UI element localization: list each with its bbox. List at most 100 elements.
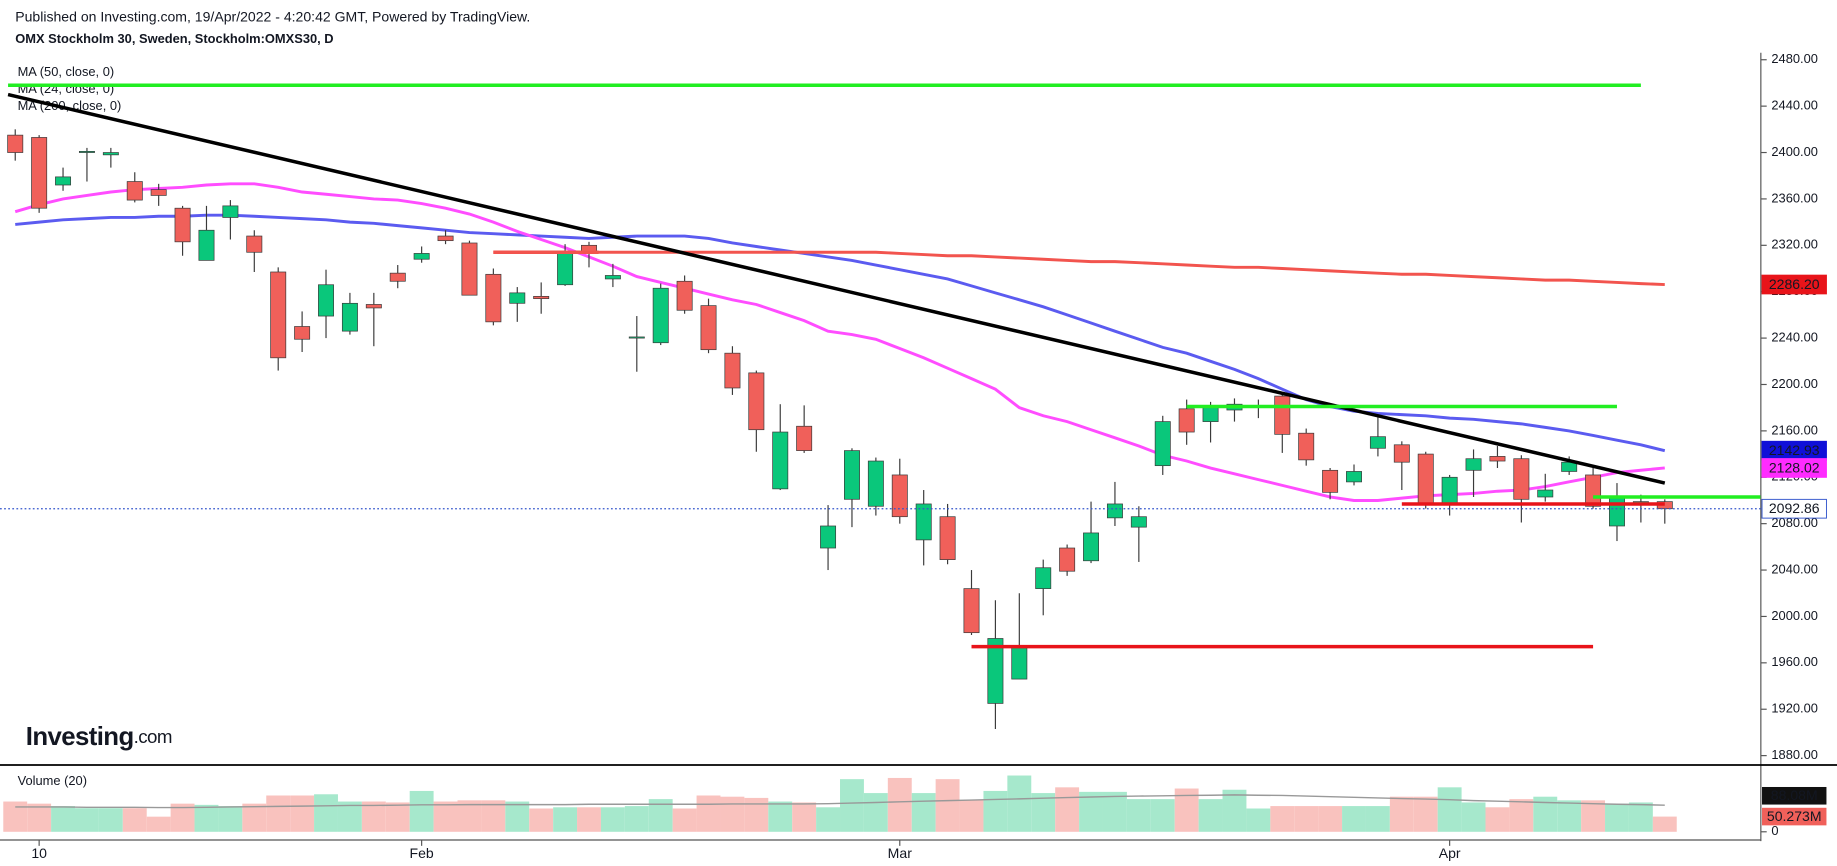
candle-body (1322, 469, 1339, 493)
volume-bar (648, 799, 673, 832)
candle-body (1106, 503, 1123, 519)
candle-body (987, 638, 1004, 704)
volume-bar (1270, 806, 1295, 832)
legend-entry: MA (24, close, 0) (18, 81, 115, 96)
candle-body (1274, 395, 1291, 435)
price-tag-label: 2142.93 (1769, 442, 1820, 458)
candle-body (1011, 647, 1028, 680)
candle-body (437, 235, 454, 242)
candle-body (772, 431, 789, 490)
volume-bar (529, 808, 554, 832)
volume-bar (672, 808, 697, 832)
volume-bar (1581, 800, 1606, 832)
volume-bar (1605, 803, 1629, 832)
volume-bar (1461, 802, 1486, 832)
volume-bar (337, 801, 362, 832)
volume-bar (266, 795, 291, 832)
candle-body (820, 525, 837, 549)
candle-body (1465, 458, 1482, 471)
candle-body (341, 302, 358, 332)
candle-body (1489, 456, 1506, 462)
candle-body (1346, 471, 1362, 483)
candle-body (7, 134, 24, 153)
candle-body (461, 242, 478, 296)
candle-body (102, 152, 119, 156)
y-tick-label: 2320.00 (1771, 237, 1818, 252)
candle-body (533, 295, 550, 300)
candle-body (652, 287, 669, 344)
candle-body (222, 205, 239, 218)
published-note: Published on Investing.com, 19/Apr/2022 … (15, 8, 530, 24)
logo-suffix: .com (134, 726, 172, 747)
ma-line (15, 213, 1666, 453)
volume-bar (1150, 799, 1175, 832)
y-tick-label: 2400.00 (1771, 144, 1818, 159)
y-tick-label: 2200.00 (1771, 376, 1818, 391)
ma-line (14, 182, 1665, 502)
price-tag-label: 2286.20 (1769, 276, 1820, 292)
volume-tag (1762, 807, 1827, 826)
candle-body (796, 425, 813, 451)
y-tick-label: 1920.00 (1771, 701, 1818, 716)
volume-bar (218, 806, 243, 832)
volume-bar (840, 779, 864, 832)
volume-bar (696, 795, 721, 832)
volume-bar (624, 806, 649, 832)
volume-bar (1102, 791, 1127, 832)
volume-bar (863, 793, 888, 832)
candle-body (1441, 476, 1458, 506)
volume-bar (1198, 799, 1223, 832)
candle-body (915, 503, 932, 541)
volume-bar (481, 800, 506, 832)
volume-bar (242, 803, 267, 832)
candle-body (150, 189, 167, 196)
volume-bar (1055, 787, 1080, 832)
volume-bar (887, 777, 912, 832)
volume-bar (146, 816, 171, 832)
volume-bar (51, 806, 75, 832)
candle-body (557, 253, 574, 286)
y-tick-label: 2480.00 (1771, 51, 1818, 66)
candle-body (413, 253, 430, 260)
volume-bar (1389, 796, 1414, 832)
volume-bar (385, 802, 410, 832)
volume-bar (27, 803, 52, 832)
candle-body (294, 326, 311, 340)
candle-body (31, 137, 48, 209)
candle-body (1035, 567, 1052, 589)
volume-bar (194, 804, 219, 832)
price-tag (1761, 498, 1827, 519)
volume-bar (1294, 806, 1319, 832)
volume-bar (290, 795, 315, 832)
candle-body (198, 229, 215, 261)
x-tick-label: Feb (410, 845, 434, 861)
volume-bar (935, 779, 960, 832)
candle-body (126, 181, 143, 201)
volume-bar (553, 807, 578, 832)
volume-bar (959, 800, 984, 832)
volume-bar (122, 808, 147, 832)
volume-bar (505, 801, 530, 832)
volume-tag-label: 88.08M (1771, 787, 1818, 803)
candle-body (1130, 516, 1147, 528)
y-tick-label: 2360.00 (1771, 190, 1818, 205)
volume-bar (1318, 806, 1343, 832)
volume-bar (816, 807, 841, 832)
y-tick-label: 2000.00 (1771, 608, 1818, 623)
logo-brand: Investing (26, 723, 134, 751)
y-tick-label: 2080.00 (1771, 515, 1818, 530)
y-tick-label: 2040.00 (1771, 561, 1818, 576)
volume-bar (457, 800, 482, 832)
legend-entry: MA (50, close, 0) (18, 64, 115, 79)
candle-body (1059, 547, 1076, 572)
price-tag (1761, 458, 1827, 478)
candle-body (748, 372, 765, 431)
volume-bar (1652, 816, 1677, 832)
volume-bar (1246, 808, 1271, 832)
volume-bar (768, 801, 793, 832)
candle-body (1369, 436, 1386, 449)
candle-body (246, 235, 263, 253)
volume-bar (720, 796, 745, 832)
volume-bar (75, 808, 99, 832)
